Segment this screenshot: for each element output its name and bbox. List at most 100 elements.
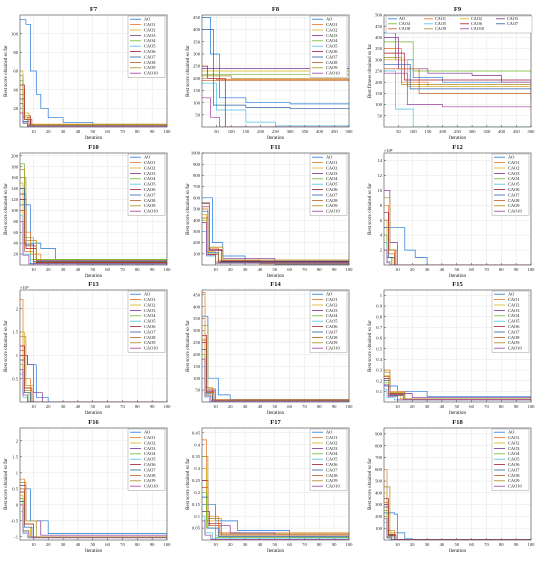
- legend-box: [491, 153, 530, 216]
- y-tick-label: -1: [14, 534, 19, 539]
- subplot-f15: 10 20 30 40 50 60 70 80 90 100 0.1 0.2 0.3 0.4 0.5 0.6 0…: [368, 281, 535, 416]
- y-axis-label: Best score obtained so far: [368, 458, 373, 510]
- legend-label: CAO9: [326, 203, 338, 208]
- legend-label: CAO7: [508, 329, 520, 334]
- series-line-cao8: [202, 217, 349, 265]
- legend-label: CAO5: [508, 182, 520, 187]
- series-line-cao6: [202, 334, 349, 402]
- subplot-f18: 10 20 30 40 50 60 70 80 90 100 100 200 300 400 500 600 7…: [368, 419, 535, 554]
- legend-label: CAO5: [326, 182, 338, 187]
- x-tick-label: 10: [213, 267, 218, 272]
- legend-box: [309, 428, 348, 491]
- subplot-title: F17: [270, 419, 281, 426]
- x-tick-label: 300: [287, 129, 295, 134]
- series-line-cao9: [202, 325, 349, 402]
- legend-label: CAO8: [326, 198, 338, 203]
- series-line-cao10: [20, 368, 167, 402]
- legend-label: CAO4: [144, 38, 156, 43]
- x-tick-label: 80: [317, 542, 322, 547]
- legend-label: CAO10: [508, 209, 522, 214]
- y-tick-label: 700: [375, 455, 383, 460]
- legend-box: [127, 153, 166, 216]
- series-line-cao10: [384, 72, 531, 110]
- x-tick-label: 80: [135, 129, 140, 134]
- series-line-ao: [384, 385, 531, 398]
- y-tick-label: 500: [375, 479, 383, 484]
- series-line-cao1: [384, 468, 531, 540]
- y-tick-label: 10: [377, 188, 382, 193]
- plot-border: [383, 152, 532, 266]
- y-tick-label: 100: [193, 100, 201, 105]
- subplot-f11: 10 20 30 40 50 60 70 80 90 100 100 200 300 400 500 600 7…: [186, 144, 353, 279]
- legend-label: CAO3: [144, 308, 156, 313]
- y-axis-label: Best score obtained so far: [4, 183, 9, 235]
- x-tick-label: 40: [76, 404, 81, 409]
- x-tick-label: 10: [213, 404, 218, 409]
- x-tick-label: 60: [469, 542, 474, 547]
- legend-label: CAO8: [326, 473, 338, 478]
- legend-label: CAO7: [508, 467, 520, 472]
- x-tick-label: 70: [120, 129, 125, 134]
- legend-label: CAO5: [144, 457, 156, 462]
- legend-label: CAO3: [508, 446, 520, 451]
- x-tick-label: 100: [164, 542, 172, 547]
- x-tick-label: 30: [61, 129, 66, 134]
- y-tick-label: 0: [16, 502, 19, 507]
- series-line-cao4: [384, 41, 531, 75]
- x-tick-label: 20: [46, 129, 51, 134]
- legend-label: CAO1: [326, 160, 337, 165]
- y-tick-label: 900: [193, 162, 201, 167]
- y-tick-label: 40: [13, 87, 18, 92]
- x-tick-label: 90: [514, 404, 519, 409]
- x-tick-label: 50: [272, 267, 277, 272]
- legend-label: AO: [144, 292, 150, 297]
- y-tick-label: 0.35: [192, 454, 201, 459]
- y-tick-label: 2: [16, 438, 19, 443]
- y-tick-label: 200: [193, 352, 201, 357]
- y-axis-label: Best score obtained so far: [368, 183, 373, 235]
- y-axis-label: Best score obtained so far: [4, 458, 9, 510]
- x-tick-label: 20: [410, 404, 415, 409]
- series-line-cao5: [20, 215, 167, 265]
- x-tick-label: 40: [76, 129, 81, 134]
- x-tick-label: 50: [396, 129, 401, 134]
- x-tick-label: 30: [243, 542, 248, 547]
- series-line-cao6: [384, 498, 531, 540]
- legend-label: AO: [399, 16, 405, 21]
- legend-label: CAO1: [508, 435, 519, 440]
- x-tick-label: 50: [454, 267, 459, 272]
- legend-label: CAO4: [144, 176, 156, 181]
- legend-label: CAO10: [471, 26, 484, 31]
- plot-border: [19, 14, 168, 128]
- legend: AOCAO1CAO2CAO3CAO4CAO5CAO6CAO7CAO8CAO9CA…: [127, 153, 166, 216]
- x-tick-label: 20: [228, 267, 233, 272]
- series-line-cao5: [202, 82, 349, 127]
- series-layer: [202, 292, 349, 402]
- legend-label: CAO1: [144, 160, 155, 165]
- series-line-cao4: [20, 163, 167, 265]
- x-tick-label: 60: [105, 542, 110, 547]
- legend-label: CAO6: [326, 462, 338, 467]
- legend-label: CAO6: [508, 187, 520, 192]
- x-tick-label: 500: [528, 129, 536, 134]
- y-tick-label: 100: [193, 251, 201, 256]
- x-tick-label: 150: [424, 129, 432, 134]
- x-tick-label: 20: [410, 267, 415, 272]
- subplot-title: F12: [452, 144, 462, 151]
- x-tick-label: 60: [469, 404, 474, 409]
- y-tick-label: 400: [193, 218, 201, 223]
- series-line-cao1: [384, 48, 531, 89]
- legend-label: CAO10: [144, 346, 158, 351]
- y-tick-label: 500: [193, 207, 201, 212]
- x-tick-label: 100: [528, 542, 536, 547]
- y-tick-label: 0.7: [376, 325, 382, 330]
- x-tick-label: 10: [395, 267, 400, 272]
- legend: AOCAO1CAO2CAO3CAO4CAO5CAO6CAO7CAO8CAO9CA…: [127, 428, 166, 491]
- legend-label: CAO10: [326, 71, 340, 76]
- x-tick-label: 30: [425, 542, 430, 547]
- legend-label: CAO10: [326, 484, 340, 489]
- legend-label: CAO2: [144, 302, 155, 307]
- x-tick-label: 60: [287, 404, 292, 409]
- y-tick-label: 0.5: [376, 346, 382, 351]
- series-layer: [202, 197, 349, 265]
